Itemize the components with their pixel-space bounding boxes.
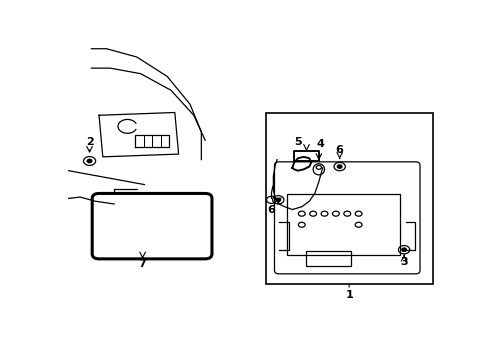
Text: 2: 2 xyxy=(85,136,93,147)
Bar xyxy=(286,194,400,255)
Text: 3: 3 xyxy=(400,257,407,267)
Circle shape xyxy=(275,198,280,202)
Bar xyxy=(305,251,350,266)
Circle shape xyxy=(87,159,92,163)
Text: 6: 6 xyxy=(267,204,275,215)
Text: 6: 6 xyxy=(335,145,343,155)
Circle shape xyxy=(401,248,406,251)
Bar xyxy=(265,112,432,284)
Text: 4: 4 xyxy=(316,139,324,149)
Text: 5: 5 xyxy=(294,136,301,147)
Text: 7: 7 xyxy=(139,258,146,269)
Circle shape xyxy=(337,165,341,168)
Text: 1: 1 xyxy=(345,291,352,301)
